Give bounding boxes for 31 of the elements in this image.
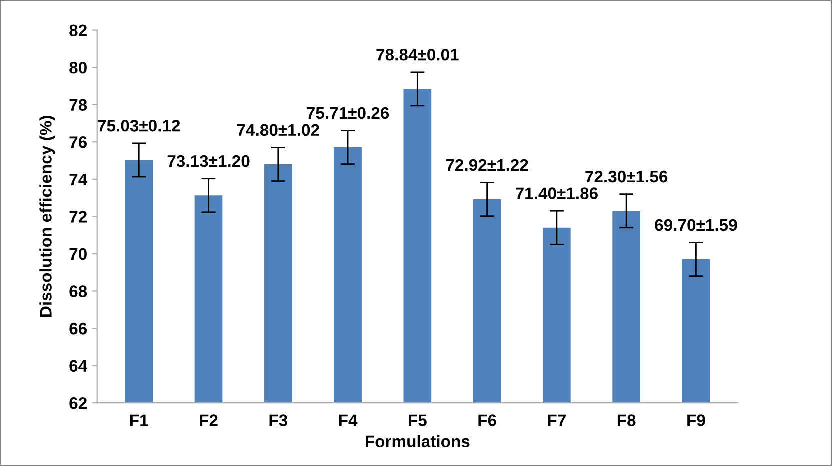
data-label: 73.13±1.20 [168, 155, 250, 168]
data-label: 74.80±1.02 [237, 124, 320, 136]
y-tick-label: 76 [70, 136, 88, 148]
data-label: 78.84±0.01 [376, 48, 459, 61]
x-tick-label: F2 [200, 414, 218, 426]
data-label: 75.03±0.12 [98, 120, 180, 132]
y-tick-label: 62 [70, 397, 87, 410]
data-label: 69.70±1.59 [655, 219, 738, 232]
y-tick-label: 74 [70, 174, 88, 186]
y-axis-title: Dissolution efficiency (%) [40, 116, 56, 317]
x-tick-label: F5 [409, 414, 427, 426]
x-tick-label: F3 [270, 414, 288, 426]
x-tick-label: F7 [548, 414, 566, 426]
x-tick-label: F1 [130, 414, 148, 426]
x-tick-label: F6 [478, 414, 496, 426]
y-tick-label: 82 [70, 24, 87, 36]
data-label: 72.92±1.22 [446, 159, 528, 172]
y-tick-label: 68 [70, 286, 88, 298]
x-tick-label: F9 [688, 414, 706, 426]
y-tick-label: 64 [70, 360, 88, 372]
y-tick-label: 66 [70, 322, 88, 335]
data-label: 71.40±1.86 [516, 188, 598, 200]
data-label: 75.71±0.26 [307, 107, 390, 120]
y-tick-label: 70 [70, 248, 87, 260]
x-axis-title: Formulations [366, 435, 470, 448]
data-label: 72.30±1.56 [586, 170, 668, 183]
y-tick-label: 78 [70, 99, 88, 112]
y-tick-label: 80 [70, 62, 87, 74]
x-tick-label: F4 [339, 414, 358, 426]
x-tick-label: F8 [618, 414, 636, 426]
y-tick-label: 72 [70, 211, 87, 223]
